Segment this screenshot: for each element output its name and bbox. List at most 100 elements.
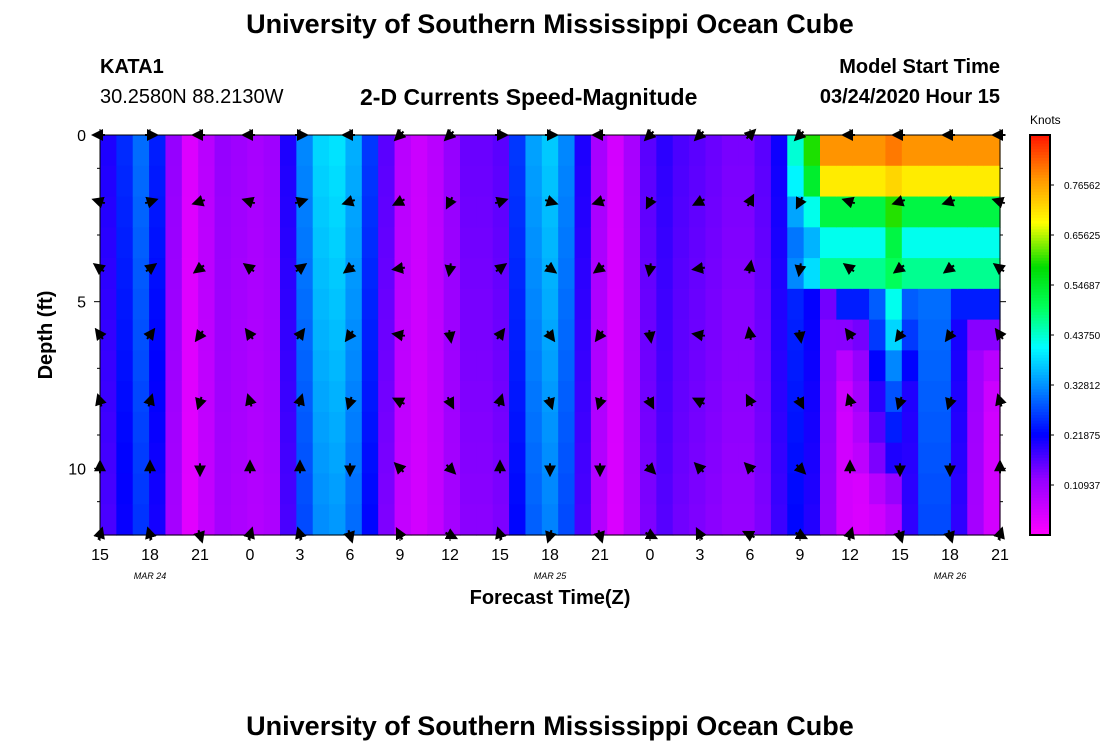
heat-cell [820,227,837,259]
heat-cell [116,473,134,505]
current-vector [443,329,456,344]
heat-cell [623,381,641,413]
heat-cell [247,135,265,167]
heat-cell [623,473,641,505]
colorbar-segment [1030,409,1050,413]
heat-cell [181,504,199,536]
colorbar-segment [1030,237,1050,242]
heat-cell [656,350,674,382]
heat-cell [263,196,281,228]
heat-cell [574,258,592,290]
colorbar-segment [1030,472,1050,476]
heat-cell [934,473,952,505]
heat-cell [640,319,657,351]
axes: 15 18 21 0 3 6 9 12 15 18 21 0 3 6 9 12 15 18 21 MAR 24 MAR … [35,128,1009,609]
x-tick-label: 9 [396,547,405,564]
heat-cell [869,504,887,536]
heat-cell [558,288,576,321]
heat-cell [656,227,674,259]
heat-cell [329,381,347,413]
heat-cell [247,381,265,413]
heat-cell [607,165,625,198]
current-vector [643,396,655,410]
heat-cell [558,319,576,351]
heat-cell [214,504,232,536]
colorbar-segment [1030,240,1050,245]
heat-cell [394,411,412,444]
heat-cell [410,227,428,259]
heat-cell [836,165,854,198]
heat-cell [640,288,657,321]
heat-cell [443,135,461,167]
heat-cell [590,473,608,505]
heat-cell [132,288,150,321]
heat-cell [394,350,412,382]
heat-cell [869,319,887,351]
current-vector [391,397,406,409]
heat-cell [689,473,707,505]
heat-cell [247,258,265,290]
colorbar-segment [1030,446,1050,450]
heat-cell [836,288,854,321]
heat-cell [476,319,494,351]
model-start-time: 03/24/2020 Hour 15 [819,86,1000,108]
current-vector [691,261,706,274]
heat-cell [525,319,543,351]
heat-cell [100,411,117,444]
heat-cell [934,227,952,259]
heat-cell [574,411,592,444]
colorbar-segment [1030,177,1050,182]
heat-cell [410,288,428,321]
heat-cell [787,504,805,536]
current-vector [793,396,805,410]
heat-cell [394,227,412,259]
heat-cell [852,504,870,536]
heat-cell [934,411,952,444]
heat-cell [918,165,936,198]
colorbar-segment [1030,500,1050,505]
heat-cell [132,473,150,505]
current-vector [591,195,606,207]
heat-cell [541,381,559,413]
heat-cell [149,319,167,351]
current-vector [293,393,305,407]
colorbar-segment [1030,140,1050,145]
heat-cell [181,135,199,167]
current-vector [691,329,706,342]
heat-cell [656,196,674,228]
colorbar-segment [1030,312,1050,316]
colorbar-segment [1030,517,1050,522]
x-date-label: MAR 24 [134,571,167,581]
heat-cell [934,319,952,351]
heat-cell [443,319,461,351]
heat-cell [574,227,592,259]
current-vector [342,261,356,274]
heat-cell [983,227,1001,259]
heat-cell [672,227,690,259]
colorbar-segment [1030,243,1050,248]
colorbar-segment [1030,497,1050,502]
colorbar-segment [1030,186,1050,190]
heat-cell [312,411,330,444]
heat-cell [640,350,657,382]
heat-cell [787,350,805,382]
heat-cell [476,135,494,167]
heat-cell [869,165,887,198]
heat-cell [770,442,788,475]
heat-cell [640,442,657,475]
heat-cell [427,288,445,321]
heat-cell [754,504,772,536]
heat-cell [329,411,347,444]
heat-cell [934,258,952,290]
heat-cell [950,258,968,290]
current-vector [895,396,907,411]
current-vector [592,261,606,274]
heat-cell [787,381,805,413]
heat-cell [721,350,739,382]
heat-cell [296,227,314,259]
heat-cell [885,135,903,167]
currents-heatmap-chart: 15 18 21 0 3 6 9 12 15 18 21 0 3 6 9 12 15 18 21 MAR 24 MAR … [35,113,1100,609]
heat-cell [492,165,510,198]
heat-cell [820,288,837,321]
heat-cell [361,319,379,351]
